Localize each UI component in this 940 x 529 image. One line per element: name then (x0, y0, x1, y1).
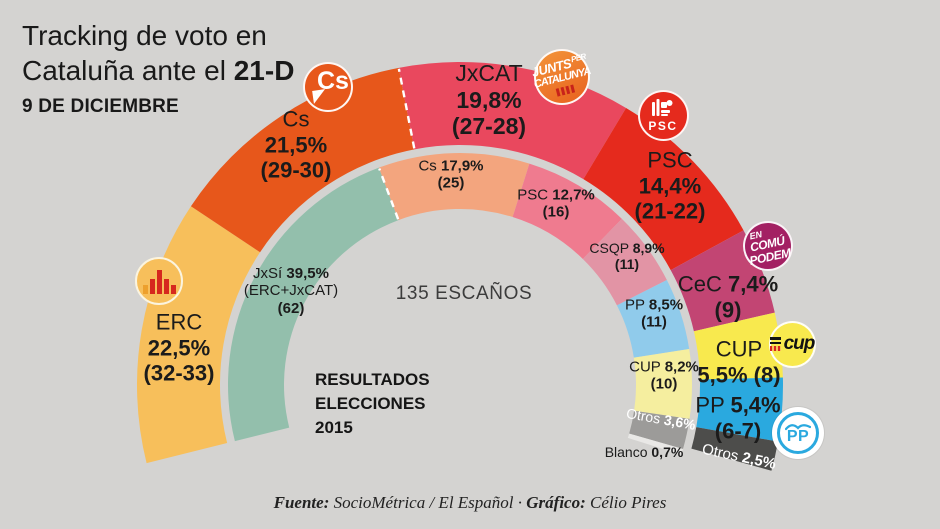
footer-credit: Fuente: SocioMétrica / El Español · Gráf… (273, 493, 667, 512)
en-comu-podem-logo: EN COMÚ PODEM (743, 221, 793, 271)
ring-separator-dashed (378, 168, 400, 220)
inner-ring-caption: RESULTADOS ELECCIONES 2015 (315, 368, 430, 440)
cs-logo-triangle-icon (312, 89, 327, 104)
erc-logo (135, 257, 183, 305)
inner-ring-caption-line: 2015 (315, 418, 353, 437)
segment-tracking-9dic-psc (583, 107, 744, 271)
segment-tracking-9dic-otros (691, 427, 778, 471)
ciudadanos-logo: Cs (303, 62, 353, 112)
pp-gull-icon (785, 423, 811, 430)
inner-ring-caption-line: RESULTADOS (315, 370, 430, 389)
segment-elecciones-2015-jxs- (227, 167, 399, 442)
segment-elecciones-2015-csqp (582, 218, 667, 306)
pp-logo: PP (772, 407, 824, 459)
segment-elecciones-2015-pp (616, 279, 690, 358)
segment-elecciones-2015-cup (633, 348, 692, 419)
title-line2: Cataluña ante el 21-D (22, 55, 295, 86)
segment-elecciones-2015-otros (629, 410, 690, 450)
segment-elecciones-2015-cs (378, 153, 530, 221)
cup-flag-icon (769, 337, 781, 351)
inner-ring-caption-line: ELECCIONES (315, 394, 426, 413)
erc-flag-icon (142, 268, 176, 294)
segment-tracking-9dic-pp (696, 377, 783, 442)
title-line1: Tracking de voto en (22, 20, 267, 51)
segment-tracking-9dic-cs (190, 67, 415, 253)
cup-logo: cup (768, 320, 816, 368)
segment-elecciones-2015-psc (512, 163, 622, 259)
pp-logo-text: PP (786, 427, 810, 445)
seats-total-label: 135 ESCAÑOS (395, 283, 533, 304)
psc-logo-text: PSC (648, 118, 678, 133)
page-title: Tracking de voto en Cataluña ante el 21-… (22, 18, 294, 118)
ring-separator-dashed (397, 68, 416, 149)
segment-elecciones-2015-blanco (627, 433, 683, 455)
date-subtitle: 9 DE DICIEMBRE (22, 96, 179, 117)
ecp-logo-text: EN COMÚ PODEM (748, 228, 792, 268)
psc-fist-rose-icon (652, 98, 673, 116)
pp-emblem: PP (776, 411, 820, 455)
psc-logo: PSC (637, 89, 689, 141)
cs-logo-text: Cs (317, 67, 349, 95)
junts-per-catalunya-logo: JUNTSPER CATALUNYA (530, 49, 592, 105)
segment-tracking-9dic-cup (693, 312, 783, 380)
cup-logo-text: cup (783, 333, 816, 354)
